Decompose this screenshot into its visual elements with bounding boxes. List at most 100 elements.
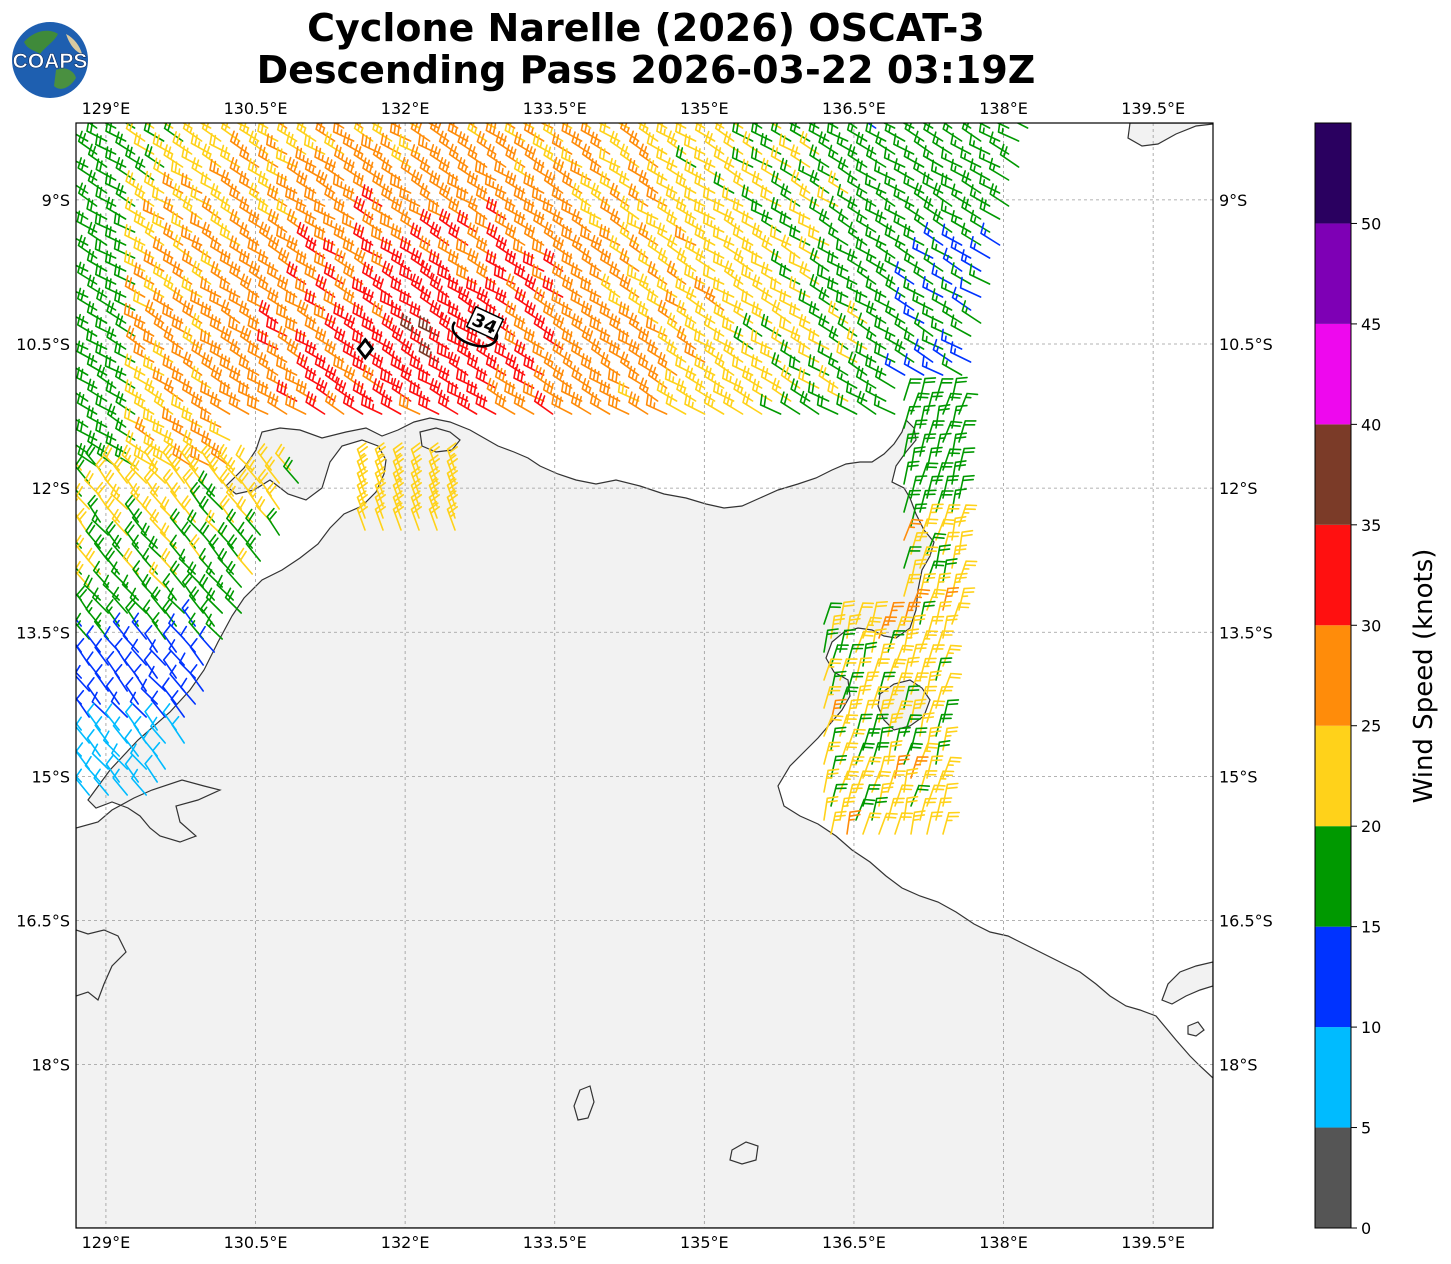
colorbar-tick-label: 35 [1361,516,1381,535]
wind-barb-674 [789,276,811,298]
wind-barb-73 [504,123,526,142]
wind-barb-561 [467,248,488,272]
wind-barb-1240 [162,573,177,601]
wind-barb-1149 [245,456,261,484]
wind-barb-1051 [845,380,868,402]
wind-barb-109 [248,130,269,155]
wind-barb-173 [524,143,545,168]
wind-barb-1226 [76,560,90,588]
wind-barb-407 [304,210,326,233]
wind-barb-418 [513,210,535,233]
wind-barb-39 [826,123,839,129]
colorbar-bin-8 [1315,323,1351,425]
wind-barb-619 [666,260,687,285]
wind-barb-1328 [76,742,90,770]
wind-barb-64 [332,123,355,142]
wind-barb-898 [552,339,573,363]
wind-barb-877 [152,340,174,363]
wind-barb-254 [180,172,203,194]
wind-barb-1340 [112,768,128,796]
wind-barb-1359 [919,433,937,457]
wind-barb-1365 [958,447,976,471]
wind-barb-1531 [894,812,914,835]
wind-barb-110 [266,133,288,155]
wind-barb-1058 [171,393,193,415]
wind-barb-501 [247,236,269,259]
wind-barb-479 [752,222,773,246]
wind-barb-870 [903,327,925,350]
wind-barb-1034 [522,380,545,402]
wind-barb-963 [884,353,906,376]
wind-barb-1397 [958,560,978,583]
wind-barb-533 [855,236,877,259]
wind-barb-586 [942,247,963,272]
wind-barb-1091 [799,390,820,415]
wind-barb-601 [323,262,345,285]
wind-barb-498 [191,235,212,259]
wind-barb-163 [334,144,355,168]
wind-barb-112 [303,133,326,155]
wind-barb-1407 [839,600,856,625]
wind-barb-895 [494,340,516,363]
wind-barb-1336 [124,755,139,783]
wind-barb-844 [409,326,431,350]
colorbar-bin-4 [1315,725,1351,827]
lat-tick-label-left: 18°S [31,1056,70,1075]
wind-barb-363 [391,196,412,220]
wind-barb-750 [429,300,450,324]
wind-barb-539 [969,236,991,259]
wind-barb-882 [247,340,269,363]
wind-barb-1262 [94,612,109,640]
wind-barb-495 [133,236,155,259]
wind-barb-693 [247,289,269,311]
wind-barb-38 [807,123,820,129]
wind-barb-959 [808,354,830,376]
wind-barb-478 [732,223,754,246]
wind-barb-692 [228,288,250,311]
wind-barb-822 [894,313,915,337]
wind-barb-481 [789,224,811,246]
colorbar-bin-1 [1315,1027,1351,1128]
wind-barb-603 [362,261,383,285]
wind-barb-683 [959,276,982,298]
wind-barb-1508 [903,767,919,793]
wind-barb-130 [646,132,668,155]
wind-barb-1171 [226,482,242,510]
wind-barb-992 [552,364,573,389]
wind-barb-571 [657,247,678,272]
wind-barb-472 [619,221,640,246]
wind-barb-371 [542,197,564,220]
wind-barb-651 [351,276,374,298]
wind-barb-251 [125,170,146,194]
wind-barb-1453 [926,670,942,695]
lat-tick-label-right: 12°S [1219,479,1258,498]
colorbar-bin-9 [1315,223,1351,324]
wind-barb-1170 [205,483,223,510]
wind-barb-608 [456,263,478,285]
wind-barb-654 [410,273,431,298]
wind-barb-713 [628,287,649,311]
wind-barb-607 [437,263,459,285]
wind-barb-402 [210,209,231,233]
colorbar-bin-2 [1315,926,1351,1028]
wind-barb-1415 [830,614,846,639]
wind-barb-1312 [86,703,101,731]
wind-barb-121 [476,130,497,155]
wind-barb-1537 [392,442,404,471]
colorbar-bin-5 [1315,625,1351,726]
wind-barb-165 [372,143,393,168]
wind-barb-1507 [887,770,906,793]
wind-barb-1024 [334,377,355,402]
wind-barb-485 [865,224,887,246]
wind-barb-777 [942,300,963,324]
wind-barb-401 [189,211,212,233]
wind-barb-731 [76,316,89,324]
wind-barb-255 [200,171,222,194]
lon-tick-label-bottom: 136.5°E [822,1233,886,1252]
wind-barb-1350 [903,405,922,429]
wind-barb-1511 [830,783,848,807]
wind-barb-656 [447,275,469,298]
wind-barb-600 [304,262,326,285]
wind-barb-450 [201,221,222,246]
wind-barb-666 [638,273,659,298]
